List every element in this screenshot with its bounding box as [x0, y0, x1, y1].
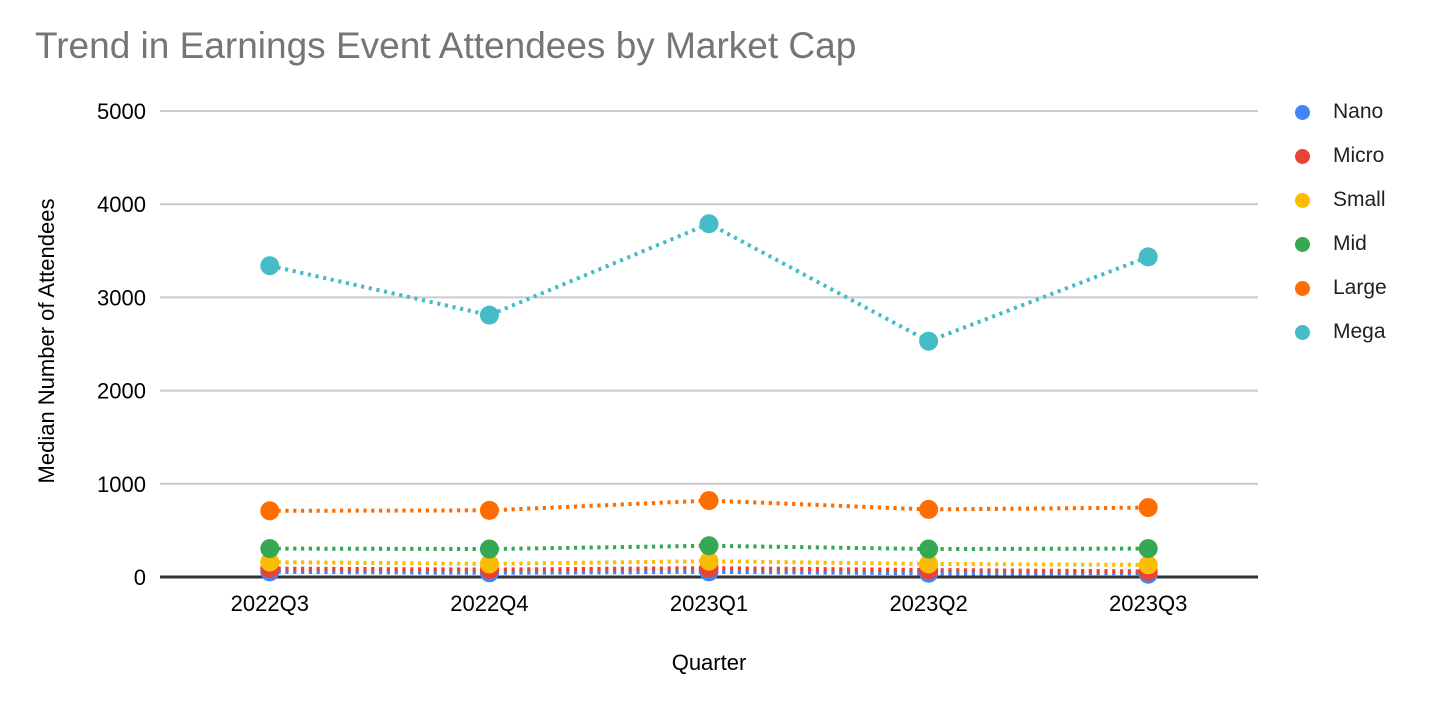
data-point-mid-2022Q3 [260, 539, 280, 559]
data-point-large-2022Q4 [479, 500, 499, 520]
data-point-mid-2022Q4 [479, 539, 499, 559]
data-point-large-2023Q3 [1138, 498, 1158, 518]
data-point-large-2022Q3 [260, 501, 280, 521]
legend-item-small: Small [1295, 178, 1387, 222]
x-axis-title: Quarter [671, 650, 747, 675]
data-point-mega-2022Q3 [260, 256, 280, 276]
legend-swatch-nano-icon [1295, 104, 1310, 120]
legend-item-mega: Mega [1295, 310, 1387, 354]
legend-label-small: Small [1333, 188, 1386, 211]
data-point-small-2023Q3 [1138, 555, 1158, 575]
legend-item-mid: Mid [1295, 222, 1387, 266]
legend-swatch-micro-icon [1295, 148, 1310, 164]
x-tick-label: 2023Q2 [889, 591, 967, 616]
y-tick-label: 1000 [97, 472, 146, 497]
y-axis-title: Median Number of Attendees [34, 198, 59, 484]
legend-swatch-mega-icon [1295, 324, 1310, 340]
legend-label-mid: Mid [1333, 232, 1367, 255]
data-point-mega-2023Q3 [1138, 247, 1158, 267]
legend-label-nano: Nano [1333, 100, 1384, 123]
data-point-large-2023Q2 [919, 499, 939, 519]
data-point-mega-2023Q2 [919, 331, 939, 351]
legend: Nano Micro Small Mid Large Mega [1295, 90, 1387, 354]
data-point-large-2023Q1 [699, 491, 719, 511]
data-point-mid-2023Q1 [699, 536, 719, 556]
legend-label-large: Large [1333, 276, 1387, 299]
y-tick-label: 5000 [97, 99, 146, 124]
y-tick-label: 0 [134, 565, 146, 590]
legend-swatch-small-icon [1295, 192, 1310, 208]
data-point-small-2022Q4 [479, 554, 499, 574]
data-point-small-2022Q3 [260, 552, 280, 572]
data-point-mid-2023Q2 [919, 539, 939, 559]
data-point-mega-2023Q1 [699, 214, 719, 234]
x-tick-label: 2023Q1 [670, 591, 748, 616]
x-tick-label: 2022Q4 [450, 591, 528, 616]
legend-item-micro: Micro [1295, 134, 1387, 178]
legend-label-mega: Mega [1333, 320, 1386, 343]
data-point-mega-2022Q4 [479, 305, 499, 325]
y-tick-label: 2000 [97, 379, 146, 404]
legend-swatch-mid-icon [1295, 236, 1310, 252]
chart-title: Trend in Earnings Event Attendees by Mar… [35, 25, 857, 66]
series-line-mega [269, 221, 1149, 344]
x-tick-label: 2023Q3 [1109, 591, 1187, 616]
data-point-small-2023Q1 [699, 551, 719, 571]
legend-label-micro: Micro [1333, 144, 1385, 167]
y-tick-label: 4000 [97, 192, 146, 217]
data-point-small-2023Q2 [919, 554, 939, 574]
legend-item-large: Large [1295, 266, 1387, 310]
x-tick-label: 2022Q3 [231, 591, 309, 616]
y-tick-label: 3000 [97, 285, 146, 310]
legend-item-nano: Nano [1295, 90, 1387, 134]
legend-swatch-large-icon [1295, 280, 1310, 296]
data-point-mid-2023Q3 [1138, 539, 1158, 559]
